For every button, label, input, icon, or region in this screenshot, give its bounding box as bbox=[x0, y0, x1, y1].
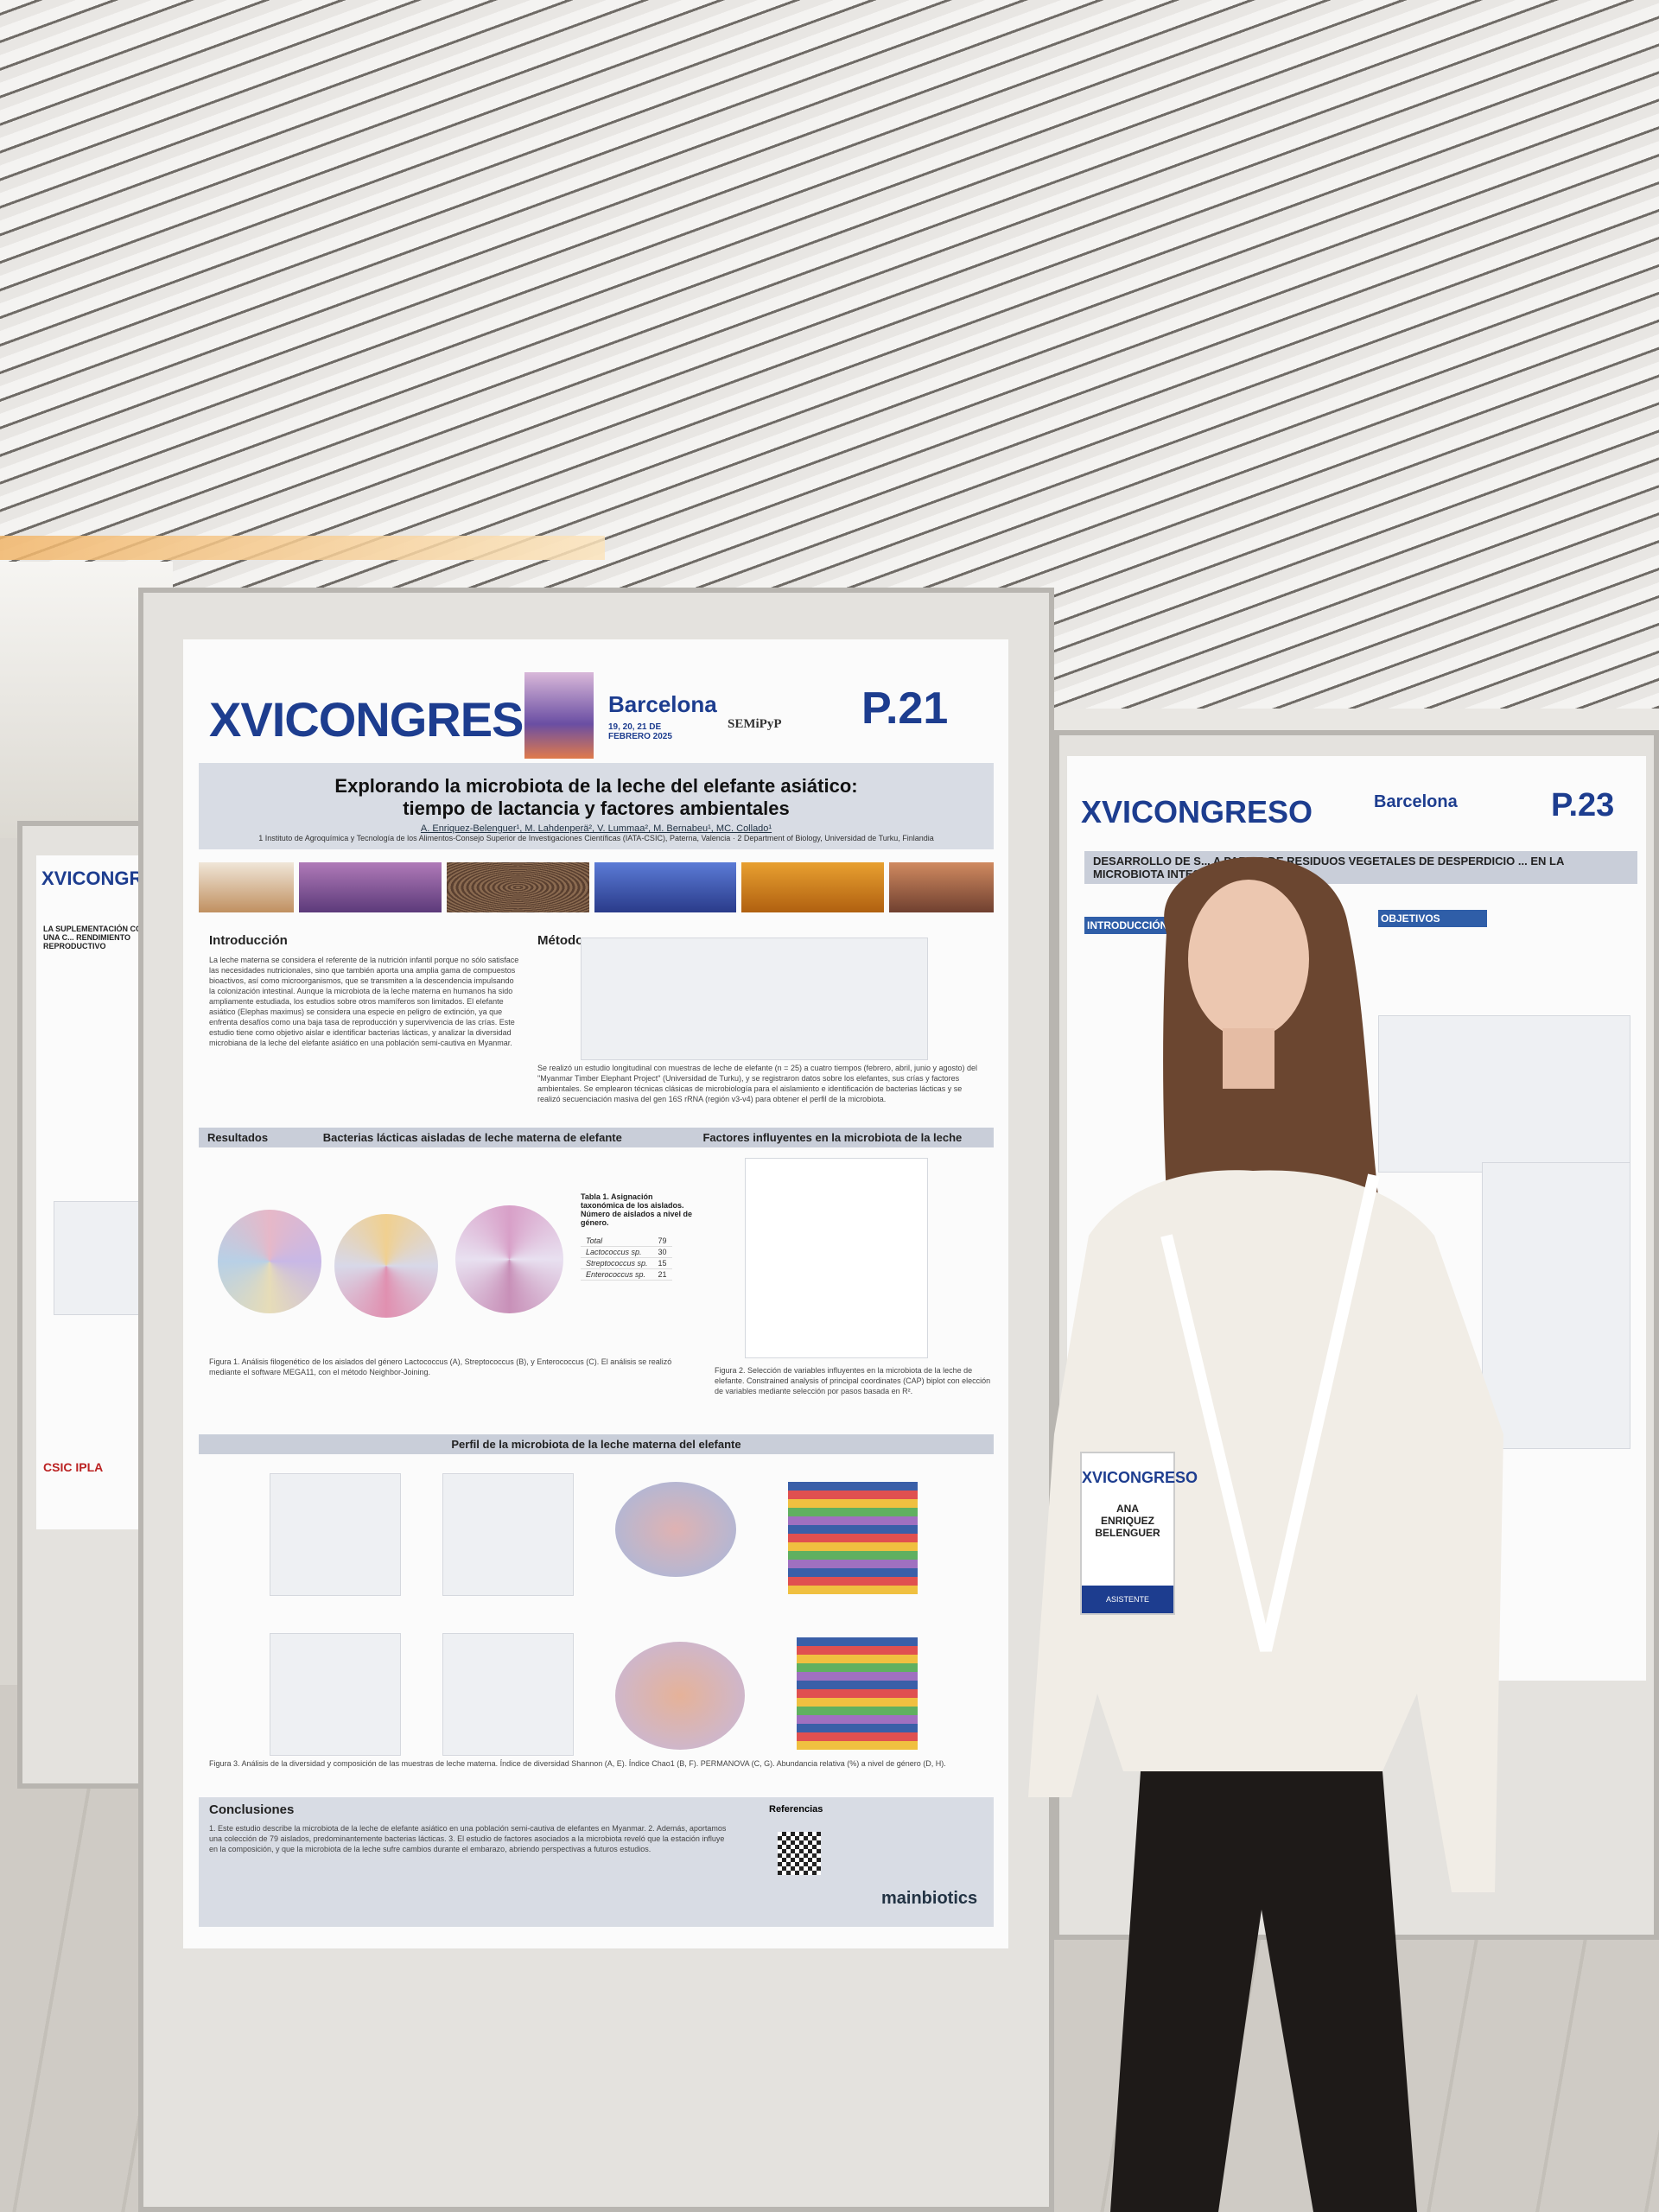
photo bbox=[741, 862, 885, 912]
qr-code bbox=[778, 1832, 821, 1875]
table-block: Tabla 1. Asignación taxonómica de los ai… bbox=[581, 1192, 693, 1281]
photo bbox=[594, 862, 737, 912]
subheading: Factores influyentes en la microbiota de… bbox=[702, 1131, 963, 1144]
results-band: Resultados Bacterias lácticas aisladas d… bbox=[199, 1128, 994, 1147]
photo bbox=[889, 862, 994, 912]
intro-text: La leche materna se considera el referen… bbox=[209, 956, 519, 1047]
photo-strip bbox=[199, 862, 994, 912]
table-cell: 30 bbox=[652, 1246, 672, 1258]
section-heading: Introducción bbox=[209, 933, 288, 948]
tree bbox=[455, 1205, 563, 1313]
phylo-figure bbox=[209, 1166, 563, 1339]
figure-3 bbox=[209, 1465, 987, 1784]
affiliation: 1 Instituto de Agroquímica y Tecnología … bbox=[258, 834, 934, 842]
table-caption: Tabla 1. Asignación taxonómica de los ai… bbox=[581, 1192, 693, 1227]
panel bbox=[615, 1642, 745, 1750]
city: Barcelona bbox=[608, 691, 717, 717]
table-cell: 21 bbox=[652, 1268, 672, 1281]
references-heading: Referencias bbox=[769, 1804, 823, 1815]
tree bbox=[218, 1210, 321, 1313]
table-body: Total 79 Lactococcus sp. 30 Streptococcus sp… bbox=[581, 1236, 672, 1281]
section-heading: Métodos bbox=[537, 933, 591, 948]
tree bbox=[334, 1214, 438, 1318]
sweater bbox=[1028, 1170, 1503, 1892]
figure-caption: Figura 2. Selección de variables influye… bbox=[715, 1366, 991, 1395]
table-cell: Lactococcus sp. bbox=[581, 1246, 653, 1258]
neck bbox=[1223, 1028, 1274, 1089]
right-number: P.23 bbox=[1551, 787, 1615, 823]
table-row: Enterococcus sp. 21 bbox=[581, 1268, 672, 1281]
badge-logo: XVICONGRESO bbox=[1082, 1469, 1198, 1486]
light-strip bbox=[0, 536, 605, 560]
left-logo: XVICONGRESO bbox=[41, 868, 157, 889]
lanyard bbox=[1160, 1173, 1380, 1652]
panel bbox=[797, 1637, 918, 1750]
table-cell: Enterococcus sp. bbox=[581, 1268, 653, 1281]
dates: 19, 20, 21 DE FEBRERO 2025 bbox=[608, 722, 672, 741]
right-figure bbox=[1482, 1162, 1630, 1449]
title-band: Explorando la microbiota de la leche del… bbox=[199, 763, 994, 849]
authors: A. Enriquez-Belenguer¹, M. Lahdenperä², … bbox=[420, 823, 772, 834]
panel bbox=[442, 1633, 574, 1756]
pants bbox=[1110, 1771, 1417, 2212]
table: Total 79 Lactococcus sp. 30 Streptococcus sp… bbox=[581, 1236, 672, 1281]
panel bbox=[270, 1633, 401, 1756]
title-line: Explorando la microbiota de la leche del… bbox=[334, 775, 858, 797]
right-city: Barcelona bbox=[1374, 792, 1458, 811]
profile-band: Perfil de la microbiota de la leche mate… bbox=[199, 1434, 994, 1454]
conclusions-text: 1. Este estudio describe la microbiota d… bbox=[209, 1824, 727, 1853]
badge-role: ASISTENTE bbox=[1082, 1586, 1173, 1613]
table-row: Lactococcus sp. 30 bbox=[581, 1246, 672, 1258]
left-figure bbox=[54, 1201, 142, 1315]
section-heading: Resultados bbox=[207, 1131, 269, 1144]
left-footer-logo: CSIC IPLA bbox=[43, 1460, 104, 1474]
poster-number: P.21 bbox=[861, 683, 949, 734]
badge-name: BELENGUER bbox=[1095, 1527, 1160, 1539]
badge: XVICONGRESO ANA ENRIQUEZ BELENGUER ASIST… bbox=[1080, 1452, 1198, 1615]
badge-name: ANA bbox=[1116, 1503, 1139, 1515]
panel bbox=[442, 1473, 574, 1596]
society: SEMiPyP bbox=[728, 717, 782, 731]
main-logo: XVICONGRESO bbox=[209, 692, 561, 747]
conclusions-box: Conclusiones 1. Este estudio describe la… bbox=[199, 1797, 994, 1927]
title-line: tiempo de lactancia y factores ambiental… bbox=[403, 798, 790, 819]
table-cell: Streptococcus sp. bbox=[581, 1257, 653, 1269]
right-logo: XVICONGRESO bbox=[1081, 794, 1313, 830]
figure-caption: Figura 1. Análisis filogenético de los a… bbox=[209, 1357, 672, 1376]
right-figure bbox=[1378, 1015, 1630, 1173]
badge-name: ENRIQUEZ bbox=[1100, 1515, 1154, 1527]
person bbox=[1028, 856, 1503, 2212]
methods-diagram bbox=[581, 938, 928, 1060]
panel bbox=[788, 1482, 918, 1594]
photo bbox=[199, 862, 294, 912]
figure-caption: Figura 3. Análisis de la diversidad y co… bbox=[209, 1759, 946, 1768]
face bbox=[1188, 880, 1309, 1039]
table-row: Streptococcus sp. 15 bbox=[581, 1257, 672, 1269]
sponsor-logo: mainbiotics bbox=[881, 1889, 978, 1908]
table-cell: 79 bbox=[652, 1236, 672, 1247]
photo bbox=[298, 862, 442, 912]
panel bbox=[615, 1482, 736, 1577]
section-heading: Conclusiones bbox=[209, 1802, 295, 1817]
panel bbox=[270, 1473, 401, 1596]
logo-image bbox=[524, 672, 594, 759]
table-row: Total 79 bbox=[581, 1236, 672, 1247]
main-poster: XVICONGRESO Barcelona 19, 20, 21 DE FEBR… bbox=[183, 639, 1008, 1948]
left-poster: XVICONGRESO LA SUPLEMENTACIÓN CON UNA C.… bbox=[36, 855, 157, 1529]
table-cell: 15 bbox=[652, 1257, 672, 1269]
table-cell: Total bbox=[581, 1236, 653, 1247]
subheading: Bacterias lácticas aisladas de leche mat… bbox=[322, 1131, 622, 1144]
left-title: LA SUPLEMENTACIÓN CON UNA C... RENDIMIEN… bbox=[43, 925, 148, 950]
cap-plot bbox=[745, 1158, 928, 1358]
right-section: OBJETIVOS bbox=[1378, 910, 1487, 927]
methods-text: Se realizó un estudio longitudinal con m… bbox=[537, 1064, 978, 1103]
photo bbox=[446, 862, 589, 912]
